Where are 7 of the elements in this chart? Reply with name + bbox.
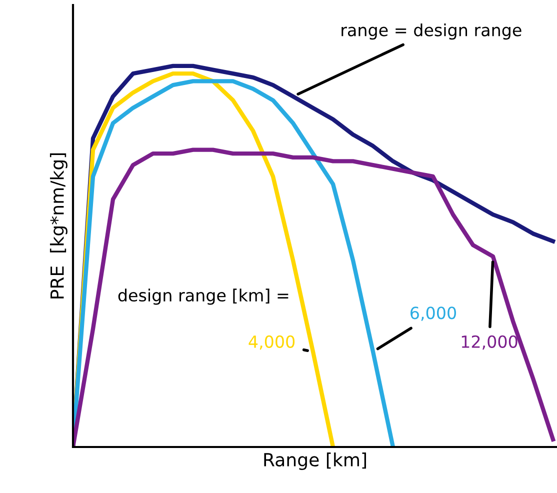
series-label: 4,000 (248, 335, 295, 350)
annotation: design range [km] = (118, 288, 288, 305)
text: range = design range (342, 23, 522, 40)
series-label: 12,000 (462, 335, 518, 350)
y-axis-title: PRE [kg*nm/kg] (50, 153, 68, 298)
x-axis-title: Range [km] (264, 452, 366, 470)
text: 6,000 (410, 306, 456, 321)
